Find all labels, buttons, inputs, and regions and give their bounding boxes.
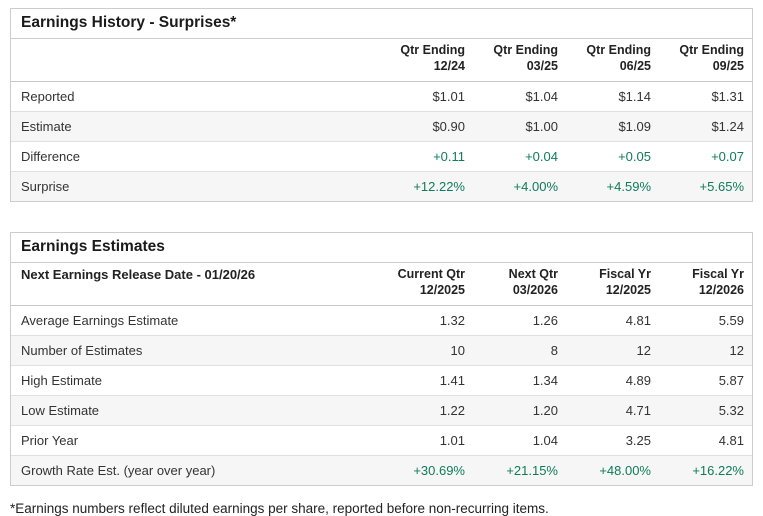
- column-header-line: Fiscal Yr: [599, 266, 651, 281]
- cell-value: +0.11: [380, 140, 473, 172]
- column-header: Qtr Ending 03/25: [473, 39, 566, 82]
- cell-value: 5.59: [659, 304, 752, 335]
- column-header-line: 03/25: [526, 58, 558, 73]
- cell-value: 4.81: [566, 304, 659, 335]
- cell-value: 4.89: [566, 364, 659, 395]
- cell-value: +16.22%: [659, 454, 752, 485]
- cell-value: 4.81: [659, 424, 752, 455]
- history-header-row: Qtr Ending 12/24 Qtr Ending 03/25 Qtr En…: [11, 39, 752, 82]
- cell-value: 1.04: [473, 424, 566, 455]
- table-row-prior-year: Prior Year 1.01 1.04 3.25 4.81: [11, 424, 752, 455]
- cell-value: +0.05: [566, 140, 659, 172]
- row-label: Number of Estimates: [11, 334, 380, 365]
- row-label: Average Earnings Estimate: [11, 304, 380, 335]
- row-label: Estimate: [11, 110, 380, 142]
- cell-value: 1.41: [380, 364, 473, 395]
- column-header-line: 09/25: [712, 58, 744, 73]
- row-label: Growth Rate Est. (year over year): [11, 454, 380, 485]
- cell-value: $1.14: [566, 80, 659, 112]
- cell-value: 1.01: [380, 424, 473, 455]
- column-header-line: Qtr Ending: [586, 43, 651, 57]
- cell-value: 4.71: [566, 394, 659, 425]
- row-label: Prior Year: [11, 424, 380, 455]
- column-header-line: 12/2025: [419, 282, 465, 297]
- table-row-high-estimate: High Estimate 1.41 1.34 4.89 5.87: [11, 364, 752, 395]
- column-header-line: 12/2026: [698, 282, 744, 297]
- cell-value: +12.22%: [380, 170, 473, 201]
- table-row-growth-rate-est: Growth Rate Est. (year over year) +30.69…: [11, 454, 752, 485]
- column-header-line: Next Qtr: [508, 266, 558, 281]
- column-header-line: 12/2025: [605, 282, 651, 297]
- cell-value: 12: [659, 334, 752, 365]
- column-header-line: 06/25: [619, 58, 651, 73]
- row-label: Surprise: [11, 170, 380, 201]
- table-row-surprise: Surprise +12.22% +4.00% +4.59% +5.65%: [11, 170, 752, 201]
- cell-value: 8: [473, 334, 566, 365]
- cell-value: 1.22: [380, 394, 473, 425]
- column-header: Qtr Ending 06/25: [566, 39, 659, 82]
- column-header: Current Qtr 12/2025: [380, 262, 473, 306]
- cell-value: 3.25: [566, 424, 659, 455]
- earnings-history-title: Earnings History - Surprises*: [11, 9, 752, 39]
- column-header-line: Qtr Ending: [679, 43, 744, 57]
- column-header-line: Current Qtr: [397, 266, 465, 281]
- cell-value: $1.01: [380, 80, 473, 112]
- next-earnings-release-date: Next Earnings Release Date - 01/20/26: [11, 262, 380, 306]
- cell-value: +30.69%: [380, 454, 473, 485]
- cell-value: 5.87: [659, 364, 752, 395]
- cell-value: +0.07: [659, 140, 752, 172]
- column-header-line: Qtr Ending: [493, 43, 558, 57]
- cell-value: 1.34: [473, 364, 566, 395]
- table-row-reported: Reported $1.01 $1.04 $1.14 $1.31: [11, 80, 752, 112]
- table-row-number-of-estimates: Number of Estimates 10 8 12 12: [11, 334, 752, 365]
- cell-value: +4.00%: [473, 170, 566, 201]
- column-header: Qtr Ending 09/25: [659, 39, 752, 82]
- table-row-difference: Difference +0.11 +0.04 +0.05 +0.07: [11, 140, 752, 172]
- estimates-header-row: Next Earnings Release Date - 01/20/26 Cu…: [11, 262, 752, 306]
- cell-value: $1.09: [566, 110, 659, 142]
- column-header: Next Qtr 03/2026: [473, 262, 566, 306]
- row-label: Low Estimate: [11, 394, 380, 425]
- column-header-line: 03/2026: [512, 282, 558, 297]
- earnings-estimates-title: Earnings Estimates: [11, 233, 752, 263]
- cell-value: 1.26: [473, 304, 566, 335]
- column-header: Qtr Ending 12/24: [380, 39, 473, 82]
- row-label: Difference: [11, 140, 380, 172]
- cell-value: 5.32: [659, 394, 752, 425]
- earnings-footnote: *Earnings numbers reflect diluted earnin…: [10, 500, 549, 516]
- earnings-estimates-card: Earnings Estimates Next Earnings Release…: [10, 231, 753, 486]
- earnings-history-table: Qtr Ending 12/24 Qtr Ending 03/25 Qtr En…: [11, 39, 752, 201]
- cell-value: 1.32: [380, 304, 473, 335]
- row-label: High Estimate: [11, 364, 380, 395]
- table-row-low-estimate: Low Estimate 1.22 1.20 4.71 5.32: [11, 394, 752, 425]
- cell-value: $0.90: [380, 110, 473, 142]
- column-header-line: Fiscal Yr: [692, 266, 744, 281]
- history-header-spacer: [11, 39, 380, 82]
- cell-value: +21.15%: [473, 454, 566, 485]
- table-row-average-earnings-estimate: Average Earnings Estimate 1.32 1.26 4.81…: [11, 304, 752, 335]
- column-header-line: Qtr Ending: [400, 43, 465, 57]
- cell-value: $1.31: [659, 80, 752, 112]
- cell-value: +4.59%: [566, 170, 659, 201]
- cell-value: +0.04: [473, 140, 566, 172]
- cell-value: +5.65%: [659, 170, 752, 201]
- column-header-line: 12/24: [433, 58, 465, 73]
- column-header: Fiscal Yr 12/2025: [566, 262, 659, 306]
- row-label: Reported: [11, 80, 380, 112]
- cell-value: 10: [380, 334, 473, 365]
- cell-value: 1.20: [473, 394, 566, 425]
- cell-value: $1.04: [473, 80, 566, 112]
- cell-value: $1.00: [473, 110, 566, 142]
- cell-value: $1.24: [659, 110, 752, 142]
- cell-value: 12: [566, 334, 659, 365]
- earnings-history-card: Earnings History - Surprises* Qtr Ending…: [10, 8, 753, 202]
- earnings-estimates-table: Next Earnings Release Date - 01/20/26 Cu…: [11, 262, 752, 485]
- table-row-estimate: Estimate $0.90 $1.00 $1.09 $1.24: [11, 110, 752, 142]
- cell-value: +48.00%: [566, 454, 659, 485]
- column-header: Fiscal Yr 12/2026: [659, 262, 752, 306]
